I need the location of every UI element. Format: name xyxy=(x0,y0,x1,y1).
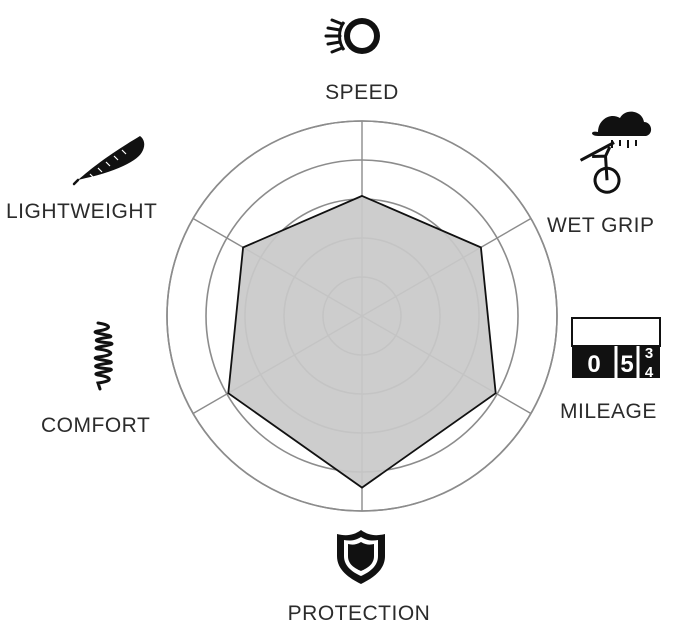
feather-icon xyxy=(72,136,145,186)
rain-cloud-bicycle-icon xyxy=(579,111,652,194)
odometer-digit-1: 0 xyxy=(587,351,600,378)
shield-icon xyxy=(337,530,385,584)
axis-labels: SPEED WET GRIP MILEAGE PROTECTION COMFOR… xyxy=(6,81,657,624)
data-area xyxy=(227,194,497,489)
odometer-digit-2: 5 xyxy=(620,351,633,378)
spinning-wheel-icon xyxy=(324,18,380,54)
odometer-digit-4: 4 xyxy=(645,364,654,381)
axis-label-speed: SPEED xyxy=(325,81,399,104)
odometer-digit-3: 3 xyxy=(645,345,653,362)
spring-coil-icon xyxy=(93,321,114,391)
axis-label-wet-grip: WET GRIP xyxy=(547,214,654,237)
axis-label-comfort: COMFORT xyxy=(41,414,150,437)
axis-label-mileage: MILEAGE xyxy=(560,400,657,423)
axis-label-protection: PROTECTION xyxy=(288,602,431,624)
odometer-icon: 0 5 3 4 xyxy=(571,317,661,381)
axis-label-lightweight: LIGHTWEIGHT xyxy=(6,200,157,223)
